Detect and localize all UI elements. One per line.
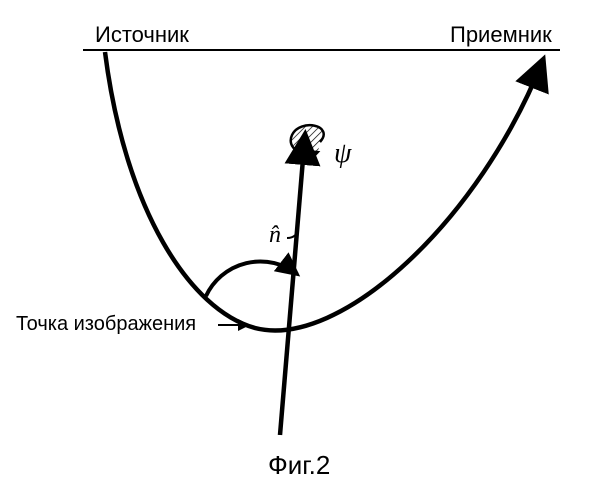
source-label: Источник xyxy=(95,22,189,48)
normal-vector xyxy=(280,135,305,435)
figure-caption: Фиг.2 xyxy=(268,450,330,481)
diagram-svg xyxy=(0,0,605,500)
receiver-label: Приемник xyxy=(450,22,552,48)
psi-rotation-icon xyxy=(291,125,324,154)
diagram-canvas: Источник Приемник ψ n̂ Точка изображения… xyxy=(0,0,605,500)
ray-path xyxy=(105,52,543,330)
reflection-angle-arc xyxy=(206,261,297,296)
psi-label: ψ xyxy=(334,138,351,170)
nhat-label: n̂ xyxy=(269,222,281,249)
image-point-label: Точка изображения xyxy=(16,313,196,336)
